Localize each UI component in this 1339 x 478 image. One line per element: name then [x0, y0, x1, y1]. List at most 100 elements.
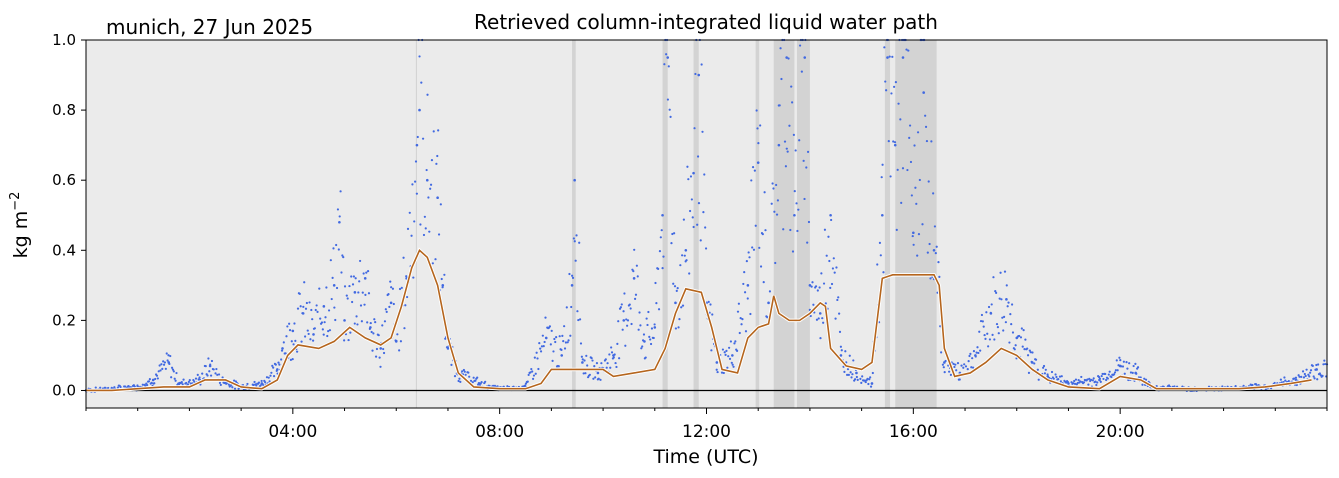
- scatter-point: [255, 384, 258, 387]
- scatter-point: [1287, 380, 1290, 383]
- scatter-point: [888, 55, 891, 58]
- scatter-point: [1026, 354, 1030, 357]
- scatter-point: [665, 53, 668, 56]
- scatter-point: [733, 342, 736, 345]
- scatter-point: [670, 241, 673, 245]
- scatter-point: [288, 329, 292, 332]
- scatter-point: [966, 368, 969, 371]
- scatter-point: [954, 363, 957, 366]
- scatter-point: [351, 283, 355, 286]
- scatter-point: [802, 159, 805, 162]
- scatter-point: [418, 55, 421, 58]
- scatter-point: [715, 368, 718, 371]
- scatter-point: [343, 285, 347, 288]
- scatter-point: [385, 310, 388, 313]
- scatter-point: [154, 377, 157, 381]
- scatter-point: [666, 98, 670, 101]
- scatter-key-point-50: [674, 301, 677, 305]
- scatter-point: [1095, 383, 1098, 387]
- y-axis-label-unit: kg m: [10, 211, 32, 259]
- scatter-point: [1318, 372, 1322, 375]
- scatter-point: [162, 360, 165, 363]
- scatter-point: [1143, 377, 1146, 380]
- scatter-point: [408, 211, 411, 214]
- scatter-point: [1089, 378, 1093, 381]
- scatter-point: [292, 343, 295, 346]
- scatter-point: [290, 340, 293, 343]
- scatter-point: [1251, 383, 1254, 387]
- scatter-point: [827, 235, 830, 238]
- scatter-point: [480, 380, 483, 384]
- scatter-point: [217, 373, 221, 376]
- scatter-point: [741, 318, 744, 321]
- scatter-point: [359, 304, 363, 307]
- scatter-point: [373, 318, 376, 321]
- scatter-point: [990, 303, 993, 306]
- scatter-point: [159, 369, 162, 372]
- scatter-point: [732, 365, 735, 368]
- scatter-point: [382, 347, 385, 351]
- scatter-point: [339, 190, 342, 193]
- scatter-point: [649, 342, 653, 346]
- scatter-point: [212, 368, 215, 371]
- scatter-point: [810, 285, 813, 288]
- scatter-point: [644, 356, 647, 359]
- scatter-point: [829, 286, 832, 289]
- scatter-point: [560, 348, 563, 352]
- scatter-point: [690, 198, 693, 201]
- scatter-point: [323, 321, 326, 324]
- scatter-point: [1086, 378, 1089, 381]
- scatter-point: [591, 359, 594, 362]
- scatter-point: [941, 363, 945, 366]
- scatter-point: [1324, 362, 1327, 366]
- scatter-point: [623, 292, 626, 295]
- scatter-point: [570, 305, 573, 309]
- scatter-point: [274, 363, 277, 366]
- scatter-point: [747, 251, 750, 254]
- scatter-point: [673, 285, 677, 288]
- scatter-point: [450, 363, 453, 366]
- scatter-key-point-27: [415, 143, 419, 147]
- scatter-point: [188, 379, 191, 382]
- scatter-point: [173, 377, 176, 380]
- scatter-point: [436, 154, 439, 158]
- scatter-point: [463, 370, 466, 373]
- scatter-point: [908, 136, 911, 139]
- scatter-point: [908, 124, 912, 127]
- scatter-point: [271, 364, 274, 367]
- y-axis-label: kg m−2: [8, 192, 32, 259]
- scatter-point: [1134, 362, 1137, 365]
- scatter-point: [1119, 359, 1122, 362]
- scatter-point: [815, 318, 819, 321]
- scatter-point: [335, 286, 339, 290]
- scatter-point: [646, 323, 649, 327]
- scatter-point: [278, 363, 281, 366]
- scatter-point: [379, 365, 382, 368]
- scatter-point: [459, 380, 462, 384]
- scatter-point: [406, 227, 410, 230]
- scatter-point: [952, 362, 955, 365]
- scatter-point: [171, 368, 175, 371]
- scatter-point: [881, 163, 884, 166]
- scatter-point: [1323, 359, 1326, 362]
- scatter-point: [253, 380, 256, 384]
- scatter-point: [600, 362, 603, 365]
- scatter-point: [565, 306, 568, 309]
- scatter-point: [355, 315, 358, 318]
- scatter-key-point-19: [343, 319, 346, 322]
- scatter-point: [822, 282, 826, 285]
- scatter-point: [1309, 369, 1313, 372]
- scatter-point: [458, 377, 461, 380]
- scatter-point: [590, 356, 593, 360]
- scatter-point: [180, 381, 183, 384]
- scatter-point: [688, 209, 692, 213]
- scatter-point: [933, 225, 937, 228]
- scatter-key-point-66: [829, 213, 832, 217]
- scatter-key-point-42: [596, 371, 600, 375]
- scatter-point: [169, 354, 172, 358]
- scatter-point: [1082, 381, 1086, 384]
- scatter-key-point-39: [570, 284, 574, 287]
- scatter-point: [967, 360, 970, 363]
- scatter-point: [798, 44, 802, 47]
- scatter-point: [364, 293, 367, 296]
